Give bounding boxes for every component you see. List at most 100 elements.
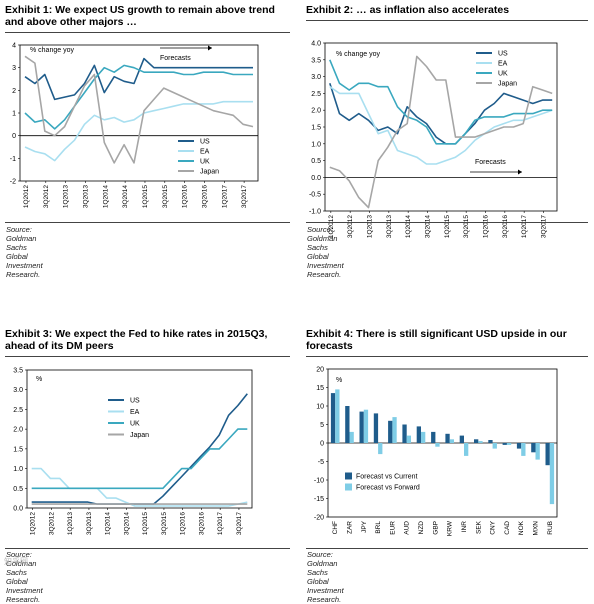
exhibit-4-title: Exhibit 4: There is still significant US… bbox=[306, 328, 567, 352]
exhibit-2-series-ea-line bbox=[329, 86, 553, 165]
exhibit-4-legend-label-current: Forecast vs Current bbox=[356, 474, 418, 481]
exhibit-1-bottom-rule bbox=[5, 222, 290, 223]
exhibit-3-y-tick-label: 1.5 bbox=[13, 446, 23, 453]
exhibit-4-x-tick-label: KRW bbox=[447, 520, 454, 536]
exhibit-2-x-tick-label: 3Q2013 bbox=[386, 215, 393, 239]
exhibit-4-bar-nok-forward bbox=[521, 443, 526, 456]
exhibit-1-y-tick-label: -2 bbox=[10, 179, 16, 186]
exhibit-4-bar-sek-forward bbox=[478, 441, 483, 443]
exhibit-2-y-tick-label: 1.5 bbox=[311, 125, 321, 132]
exhibit-4-bar-cny-forward bbox=[492, 443, 497, 449]
exhibit-3-x-tick-label: 3Q2016 bbox=[198, 512, 205, 536]
exhibit-3-y-tick-label: 2.5 bbox=[13, 407, 23, 414]
exhibit-4-rule bbox=[306, 356, 588, 357]
watermark: 知乎网 bbox=[4, 557, 28, 566]
exhibit-1-x-tick-label: 3Q2016 bbox=[201, 185, 208, 209]
exhibit-4-y-tick-label: 15 bbox=[316, 385, 324, 392]
exhibit-3-x-tick-label: 1Q2017 bbox=[217, 512, 224, 536]
exhibit-4-bar-zar-current bbox=[345, 406, 350, 443]
exhibit-1-x-tick-label: 1Q2012 bbox=[23, 185, 30, 209]
exhibit-3-legend-label-us: US bbox=[130, 398, 140, 405]
exhibit-3-y-tick-label: 2.0 bbox=[13, 427, 23, 434]
exhibit-4-x-tick-label: EUR bbox=[389, 521, 396, 535]
exhibit-1-legend-label-ea: EA bbox=[200, 149, 210, 156]
exhibit-4-bar-brl-forward bbox=[378, 443, 383, 455]
exhibit-2-x-tick-label: 3Q2015 bbox=[463, 215, 470, 239]
exhibit-4-x-tick-label: JPY bbox=[361, 520, 368, 533]
exhibit-4-x-tick-label: ZAR bbox=[346, 521, 353, 534]
exhibit-3-x-tick-label: 1Q2015 bbox=[142, 512, 149, 536]
exhibit-1-x-tick-label: 1Q2016 bbox=[182, 185, 189, 209]
exhibit-2-y-tick-label: 2.5 bbox=[311, 91, 321, 98]
exhibit-2-x-tick-label: 3Q2012 bbox=[347, 215, 354, 239]
exhibit-4-bar-cad-current bbox=[502, 443, 507, 445]
exhibit-4-y-tick-label: -15 bbox=[314, 496, 324, 503]
exhibit-2-y-tick-label: -0.5 bbox=[309, 192, 321, 199]
exhibit-3-x-tick-label: 1Q2014 bbox=[105, 512, 112, 536]
exhibit-2-x-tick-label: 1Q2015 bbox=[444, 215, 451, 239]
exhibit-2-chart: 4.0 3.5 3.0 2.5 2.0 1.5 1.0 0.5 0.0 -0.5 -1.0 1Q201… bbox=[309, 41, 558, 239]
exhibit-4-bar-chf-current bbox=[330, 393, 336, 443]
exhibit-3-chart: 3.5 3.0 2.5 2.0 1.5 1.0 0.5 0.0 1Q2012 3Q2012 1Q20… bbox=[13, 368, 253, 536]
exhibit-4-bar-krw-current bbox=[445, 433, 450, 444]
exhibit-4-legend-swatch-current bbox=[345, 472, 352, 480]
exhibit-2-y-tick-label: 2.0 bbox=[311, 108, 321, 115]
exhibit-4-x-tick-label: INR bbox=[461, 521, 468, 533]
exhibit-2-series-japan-line bbox=[329, 55, 553, 209]
exhibit-4-bar-aud-forward bbox=[406, 435, 411, 443]
exhibit-1-forecasts-label: Forecasts bbox=[160, 55, 191, 62]
exhibit-2-title: Exhibit 2: … as inflation also accelerat… bbox=[306, 4, 510, 16]
exhibit-3-y-axis-label: % bbox=[36, 376, 42, 383]
exhibit-1-y-tick-label: 0 bbox=[12, 133, 16, 140]
exhibit-2-bottom-rule bbox=[306, 222, 588, 223]
exhibit-1-legend-label-japan: Japan bbox=[200, 169, 219, 176]
exhibit-4-bar-eur-forward bbox=[392, 417, 397, 443]
exhibit-3-y-tick-label: 0.0 bbox=[13, 506, 23, 513]
exhibit-1-chart: 4 3 2 1 0 -1 -2 1Q2012 3Q2012 1Q2013 3Q2013 1Q2014 3… bbox=[10, 43, 259, 209]
exhibit-4-x-tick-label: BRL bbox=[375, 521, 382, 534]
exhibit-2-x-tick-label: 3Q2017 bbox=[541, 215, 548, 239]
exhibit-2-legend-label-uk: UK bbox=[498, 71, 508, 78]
exhibit-4-bar-inr-current bbox=[459, 435, 464, 443]
exhibit-4-x-tick-label: NZD bbox=[418, 521, 425, 535]
exhibit-3-x-tick-label: 1Q2016 bbox=[180, 512, 187, 536]
exhibit-4-x-tick-label: CHF bbox=[332, 521, 339, 534]
exhibit-3-x-tick-label: 1Q2012 bbox=[30, 512, 37, 536]
exhibit-2-x-tick-label: 1Q2017 bbox=[521, 215, 528, 239]
exhibit-2-x-tick-label: 1Q2016 bbox=[483, 215, 490, 239]
exhibit-4-bar-eur-current bbox=[388, 420, 393, 443]
exhibit-4-bar-krw-forward bbox=[449, 439, 454, 443]
exhibit-2-y-tick-label: 3.5 bbox=[311, 57, 321, 64]
exhibit-3-rule bbox=[5, 356, 290, 357]
exhibit-1-y-tick-label: 1 bbox=[12, 111, 16, 118]
exhibit-2-x-tick-label: 1Q2012 bbox=[328, 215, 335, 239]
exhibit-2-y-tick-label: 4.0 bbox=[311, 41, 321, 48]
exhibit-4-bar-cad-forward bbox=[506, 443, 512, 445]
exhibit-1-x-tick-label: 3Q2014 bbox=[122, 185, 129, 209]
exhibit-1-series-ea-line bbox=[24, 100, 253, 162]
exhibit-4-y-tick-label: 0 bbox=[320, 441, 324, 448]
exhibit-1-x-tick-label: 1Q2017 bbox=[221, 185, 228, 209]
exhibit-2-x-tick-label: 3Q2014 bbox=[425, 215, 432, 239]
exhibit-1-x-tick-label: 1Q2014 bbox=[102, 185, 109, 209]
exhibit-1-x-tick-label: 1Q2013 bbox=[63, 185, 70, 209]
exhibit-1-y-tick-label: 4 bbox=[12, 43, 16, 50]
exhibit-3-x-tick-label: 3Q2013 bbox=[86, 512, 93, 536]
exhibit-1-title: Exhibit 1: We expect US growth to remain… bbox=[5, 4, 275, 28]
exhibit-4-bar-sek-current bbox=[474, 439, 479, 443]
exhibit-4-y-tick-label: -10 bbox=[314, 478, 324, 485]
exhibit-3-x-tick-label: 1Q2013 bbox=[67, 512, 74, 536]
exhibit-3-legend-label-ea: EA bbox=[130, 409, 140, 416]
exhibit-4-x-tick-label: RUB bbox=[547, 521, 554, 535]
exhibit-3-x-tick-label: 3Q2017 bbox=[236, 512, 243, 536]
exhibit-1-legend-label-uk: UK bbox=[200, 159, 210, 166]
exhibit-2-x-tick-label: 1Q2013 bbox=[367, 215, 374, 239]
exhibit-4-bar-nzd-current bbox=[416, 426, 421, 443]
exhibit-2-y-tick-label: 0.0 bbox=[311, 175, 321, 182]
exhibit-4-legend-swatch-forward bbox=[345, 483, 352, 491]
exhibit-4-bar-cny-current bbox=[488, 440, 493, 443]
exhibit-3-x-tick-label: 3Q2014 bbox=[123, 512, 130, 536]
exhibit-4-bar-gbp-current bbox=[431, 431, 436, 443]
exhibit-4-bar-aud-current bbox=[402, 424, 407, 443]
exhibit-3-x-tick-label: 3Q2015 bbox=[161, 512, 168, 536]
